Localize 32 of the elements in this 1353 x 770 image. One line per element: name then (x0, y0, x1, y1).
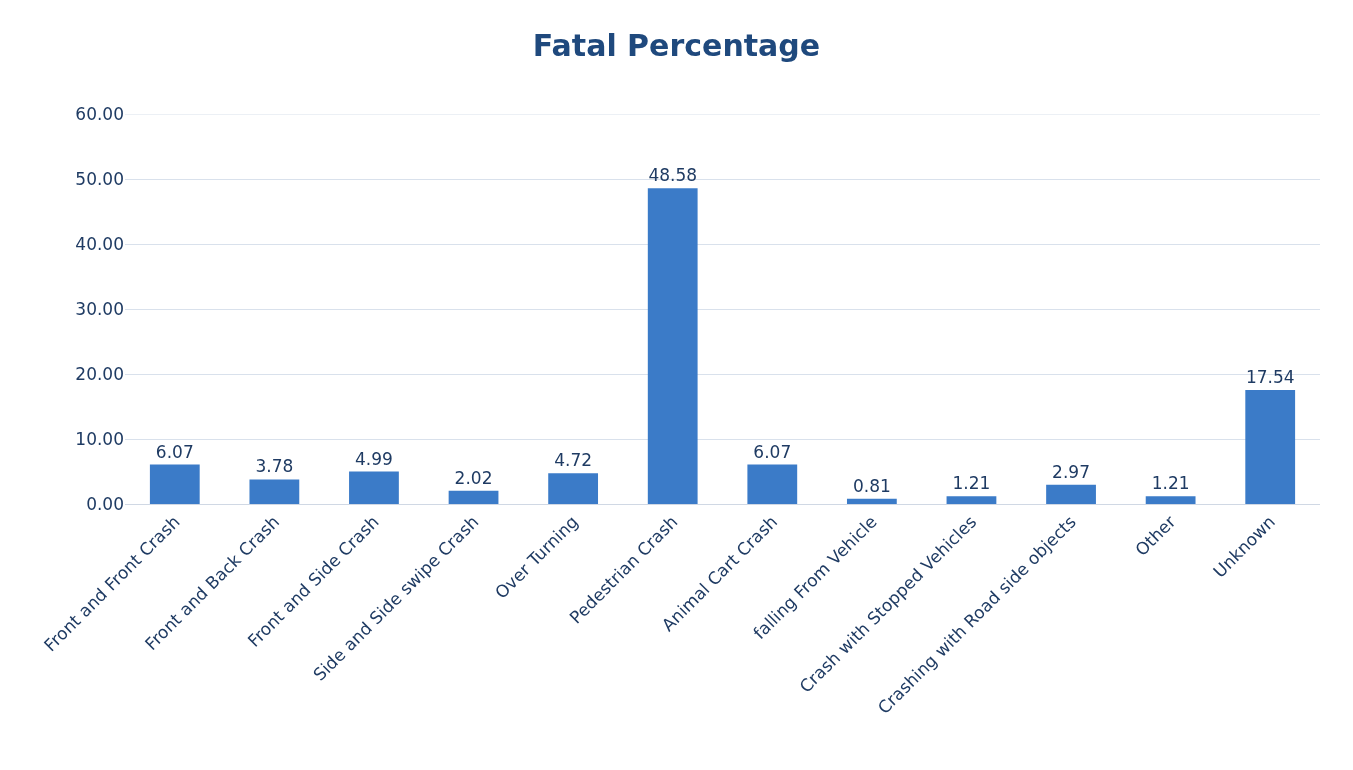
data-label: 6.07 (155, 441, 194, 462)
bar (249, 479, 300, 504)
y-tick-label: 20.00 (75, 363, 124, 384)
data-label: 1.21 (1151, 473, 1190, 494)
bar (647, 188, 698, 504)
y-tick-label: 10.00 (75, 428, 124, 449)
chart-title: Fatal Percentage (532, 27, 821, 63)
data-label: 2.97 (1052, 461, 1090, 482)
data-label: 4.99 (355, 448, 393, 469)
y-tick-label: 60.00 (75, 103, 124, 124)
bar (747, 464, 798, 504)
bar (548, 473, 599, 504)
bar (349, 471, 399, 504)
y-tick-label: 50.00 (75, 168, 124, 189)
bar (448, 490, 499, 504)
bar (946, 496, 997, 504)
data-label: 2.02 (454, 467, 493, 488)
bar (1245, 389, 1296, 504)
data-label: 6.07 (753, 441, 792, 462)
y-tick-label: 40.00 (75, 233, 124, 254)
bar (1046, 484, 1096, 504)
y-tick-label: 30.00 (75, 298, 124, 319)
bar (846, 498, 897, 504)
data-label: 48.58 (648, 165, 698, 186)
data-label: 1.21 (952, 473, 991, 494)
bar (149, 464, 200, 504)
data-label: 3.78 (255, 456, 294, 477)
data-label: 4.72 (554, 450, 593, 471)
data-label: 0.81 (852, 475, 891, 496)
bar (1145, 496, 1196, 504)
data-label: 17.54 (1245, 366, 1295, 387)
y-tick-label: 0.00 (86, 493, 124, 514)
